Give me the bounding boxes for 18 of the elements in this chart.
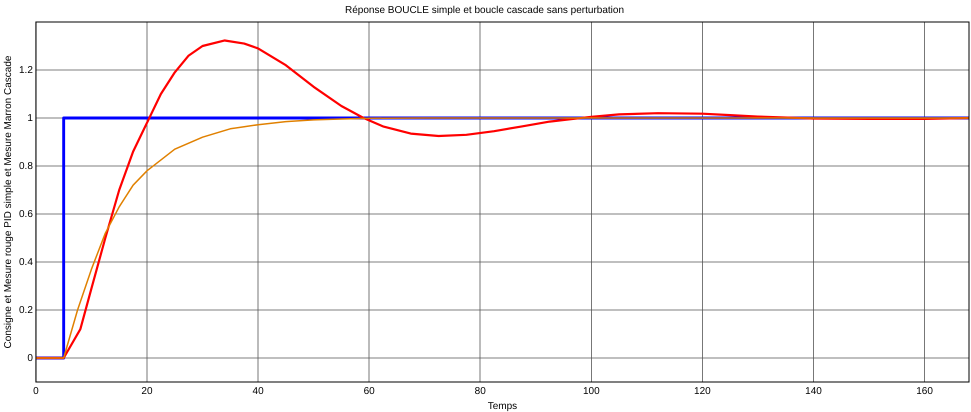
y-tick-label: 1 xyxy=(27,112,34,124)
x-tick-label: 80 xyxy=(474,386,486,397)
x-axis-title: Temps xyxy=(488,400,518,412)
y-tick-label: 0.2 xyxy=(18,304,34,316)
x-tick-label: 100 xyxy=(582,386,600,397)
y-tick-label: 0.4 xyxy=(18,256,34,268)
y-tick-label: 0.6 xyxy=(18,208,34,220)
y-tick-label: 1.2 xyxy=(18,64,34,76)
y-tick-label: 0.8 xyxy=(18,160,34,172)
x-tick-label: 160 xyxy=(916,386,934,397)
x-tick-label: 140 xyxy=(805,386,822,397)
y-axis-title: Consigne et Mesure rouge PID simple et Mesure Marron Cascade xyxy=(2,55,14,348)
x-tick-label: 40 xyxy=(252,386,264,397)
y-tick-label: 0 xyxy=(27,352,34,364)
x-tick-label: 20 xyxy=(141,386,153,397)
x-tick-label: 120 xyxy=(694,386,712,397)
chart-title: Réponse BOUCLE simple et boucle cascade sans perturbation xyxy=(344,4,624,16)
x-tick-label: 60 xyxy=(364,386,376,397)
